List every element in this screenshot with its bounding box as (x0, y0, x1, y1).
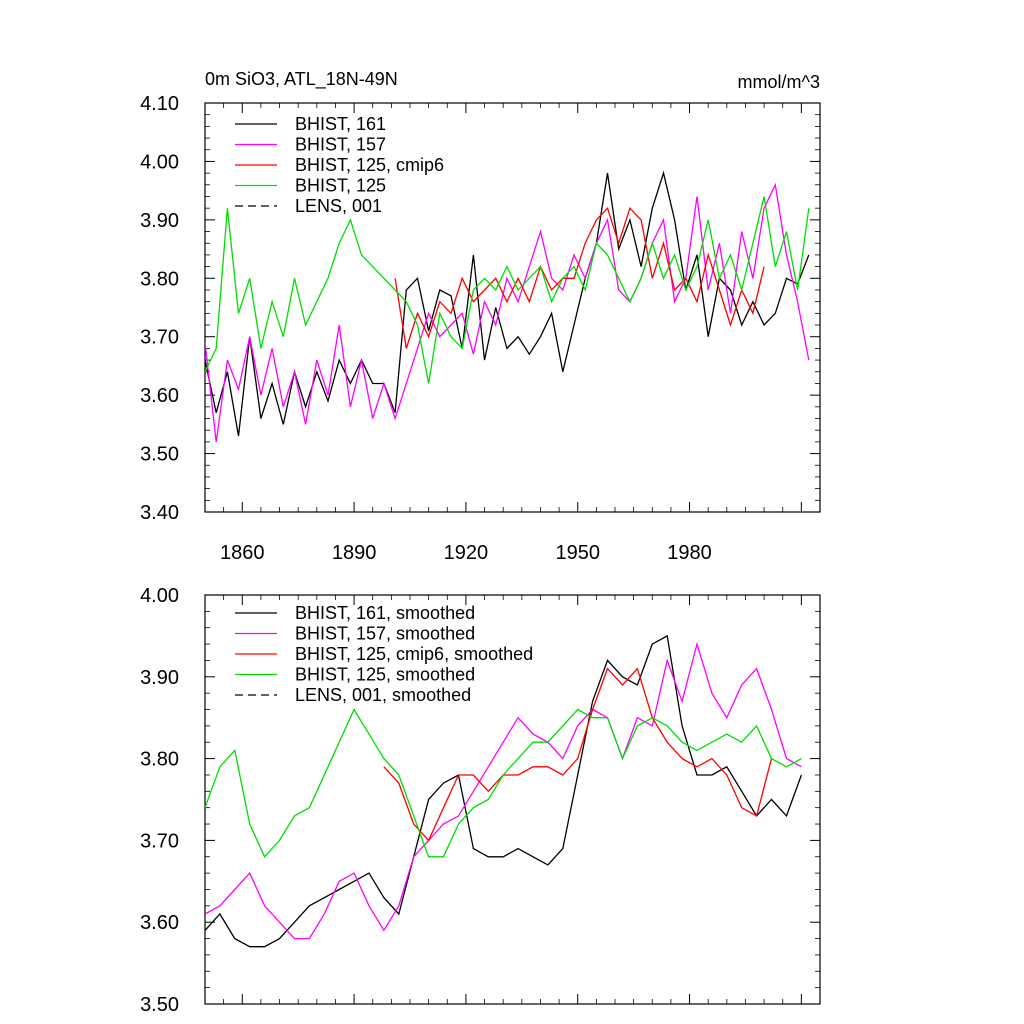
top-panel: 3.40 3.50 3.60 3.70 3.80 3.90 4.00 4.10 1860 1890… (140, 93, 821, 564)
series-line-1 (205, 641, 802, 940)
y-tick-label: 3.50 (140, 994, 179, 1016)
y-tick-label: 3.70 (140, 327, 179, 349)
legend-label: BHIST, 157 (295, 135, 386, 155)
y-tick-label: 3.50 (140, 444, 179, 466)
legend-label: BHIST, 125, cmip6, smoothed (295, 644, 533, 664)
plot-frame (204, 594, 821, 1005)
legend-label: LENS, 001 (295, 196, 382, 216)
x-tick-label: 1980 (667, 542, 712, 564)
legend-label: BHIST, 157, smoothed (295, 624, 475, 644)
y-tick-label: 4.10 (140, 93, 179, 115)
series-line-2 (383, 667, 773, 842)
top-units: mmol/m^3 (738, 72, 820, 92)
y-tick-label: 3.60 (140, 385, 179, 407)
bottom-panel: 3.50 3.60 3.70 3.80 3.90 4.00 BHIST, 161, smoo… (140, 585, 821, 1016)
x-tick-label: 1860 (220, 542, 265, 564)
plot-frame (204, 102, 821, 513)
legend-label: BHIST, 125 (295, 176, 386, 196)
x-tick-label: 1920 (444, 542, 489, 564)
legend-label: BHIST, 161, smoothed (295, 603, 475, 623)
legend-label: LENS, 001, smoothed (295, 685, 471, 705)
y-tick-label: 3.90 (140, 667, 179, 689)
x-tick-label: 1950 (555, 542, 600, 564)
y-tick-label: 4.00 (140, 585, 179, 607)
y-tick-label: 3.80 (140, 268, 179, 290)
y-tick-label: 3.60 (140, 912, 179, 934)
legend-label: BHIST, 125, cmip6 (295, 155, 444, 175)
y-tick-label: 4.00 (140, 151, 179, 173)
series-line-3 (205, 708, 802, 858)
series-line-3 (205, 196, 810, 384)
series-line-0 (205, 634, 803, 948)
series-line-2 (394, 206, 765, 349)
legend-label: BHIST, 161 (295, 114, 386, 134)
y-tick-label: 3.40 (140, 502, 179, 524)
legend-label: BHIST, 125, smoothed (295, 665, 475, 685)
y-tick-label: 3.70 (140, 830, 179, 852)
series-line-1 (205, 182, 810, 442)
y-tick-label: 3.90 (140, 210, 179, 232)
x-tick-label: 1890 (332, 542, 377, 564)
y-tick-label: 3.80 (140, 749, 179, 771)
series-line-0 (205, 170, 810, 437)
top-title: 0m SiO3, ATL_18N-49N (205, 69, 398, 90)
